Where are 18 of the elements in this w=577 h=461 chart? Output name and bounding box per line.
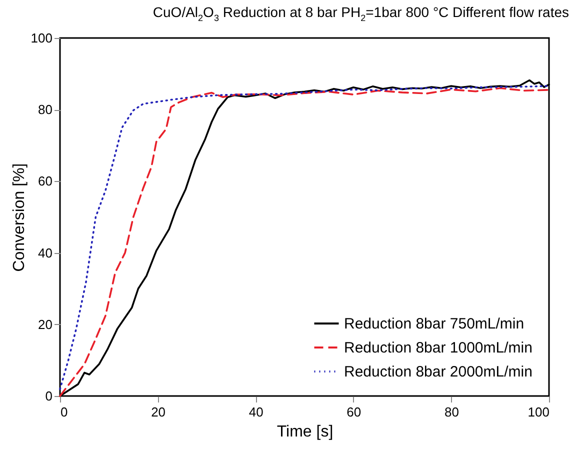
y-tick-label: 60 — [38, 174, 52, 189]
x-tick-label: 0 — [60, 404, 68, 420]
y-tick-label: 20 — [38, 316, 52, 332]
x-tick-label: 60 — [346, 404, 362, 420]
chart-title: CuO/Al$_{2}$O$_{3}$ Reduction at 8 bar PH$_{2}$=1bar 800 °C Different flow rates — [152, 3, 570, 25]
legend-label: Reduction 8bar 750mL/min — [344, 316, 524, 332]
y-axis-title: Conversion [%] — [10, 163, 28, 272]
x-tick-label: 80 — [444, 404, 459, 420]
x-axis-title: Time [s] — [276, 424, 334, 440]
legend-label: Reduction 8bar 1000mL/min — [344, 340, 532, 356]
x-tick-label: 20 — [151, 404, 166, 420]
x-tick-label: 100 — [528, 404, 550, 420]
y-tick-label: 100 — [30, 30, 52, 46]
y-tick-label: 40 — [38, 245, 52, 260]
y-tick-label: 80 — [38, 102, 52, 118]
legend-label: Reduction 8bar 2000mL/min — [344, 364, 532, 380]
x-tick-label: 40 — [248, 404, 264, 420]
y-tick-label: 0 — [45, 388, 52, 404]
